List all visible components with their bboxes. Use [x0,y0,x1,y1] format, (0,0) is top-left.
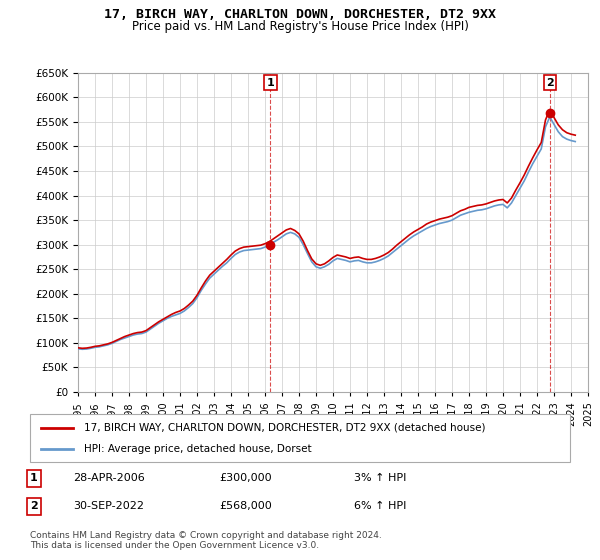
Text: 28-APR-2006: 28-APR-2006 [73,473,145,483]
Text: 1: 1 [30,473,38,483]
Text: 17, BIRCH WAY, CHARLTON DOWN, DORCHESTER, DT2 9XX (detached house): 17, BIRCH WAY, CHARLTON DOWN, DORCHESTER… [84,423,485,433]
Text: Contains HM Land Registry data © Crown copyright and database right 2024.
This d: Contains HM Land Registry data © Crown c… [30,530,382,550]
Text: 3% ↑ HPI: 3% ↑ HPI [354,473,406,483]
Text: 17, BIRCH WAY, CHARLTON DOWN, DORCHESTER, DT2 9XX: 17, BIRCH WAY, CHARLTON DOWN, DORCHESTER… [104,8,496,21]
Text: 6% ↑ HPI: 6% ↑ HPI [354,501,406,511]
Text: 1: 1 [266,78,274,87]
Text: 2: 2 [546,78,554,87]
Text: £568,000: £568,000 [219,501,272,511]
Text: £300,000: £300,000 [219,473,272,483]
Text: Price paid vs. HM Land Registry's House Price Index (HPI): Price paid vs. HM Land Registry's House … [131,20,469,32]
Text: 30-SEP-2022: 30-SEP-2022 [73,501,144,511]
Text: 2: 2 [30,501,38,511]
Text: HPI: Average price, detached house, Dorset: HPI: Average price, detached house, Dors… [84,444,311,454]
FancyBboxPatch shape [30,414,570,462]
